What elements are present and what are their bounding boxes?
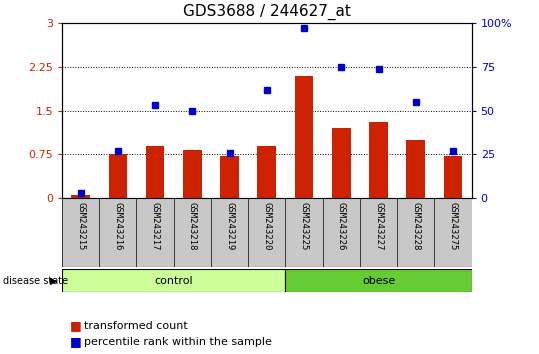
Text: disease state: disease state — [3, 275, 68, 286]
Text: GSM243220: GSM243220 — [262, 202, 271, 250]
Bar — [62, 269, 286, 292]
Text: GSM243275: GSM243275 — [448, 202, 458, 250]
Text: GSM243227: GSM243227 — [374, 202, 383, 250]
Bar — [220, 156, 239, 198]
Text: GSM243218: GSM243218 — [188, 202, 197, 250]
Text: ■: ■ — [70, 319, 82, 332]
Text: transformed count: transformed count — [84, 321, 187, 331]
Text: GSM243217: GSM243217 — [150, 202, 160, 250]
Text: control: control — [154, 275, 193, 286]
Text: GSM243226: GSM243226 — [337, 202, 346, 250]
Bar — [108, 154, 127, 198]
Text: GSM243216: GSM243216 — [113, 202, 122, 250]
Text: ■: ■ — [70, 335, 82, 348]
Text: GSM243215: GSM243215 — [76, 202, 85, 250]
Text: obese: obese — [362, 275, 395, 286]
Bar — [71, 195, 90, 198]
Bar — [183, 150, 202, 198]
Text: percentile rank within the sample: percentile rank within the sample — [84, 337, 272, 347]
Bar — [444, 156, 462, 198]
Text: GSM243228: GSM243228 — [411, 202, 420, 250]
Text: GSM243225: GSM243225 — [300, 202, 308, 250]
Bar — [406, 140, 425, 198]
Bar — [146, 146, 164, 198]
Bar — [258, 146, 276, 198]
Bar — [286, 269, 472, 292]
Bar — [295, 76, 313, 198]
Text: GSM243219: GSM243219 — [225, 202, 234, 250]
Title: GDS3688 / 244627_at: GDS3688 / 244627_at — [183, 4, 351, 20]
Text: ▶: ▶ — [50, 275, 58, 286]
Bar — [369, 122, 388, 198]
Bar — [332, 128, 350, 198]
